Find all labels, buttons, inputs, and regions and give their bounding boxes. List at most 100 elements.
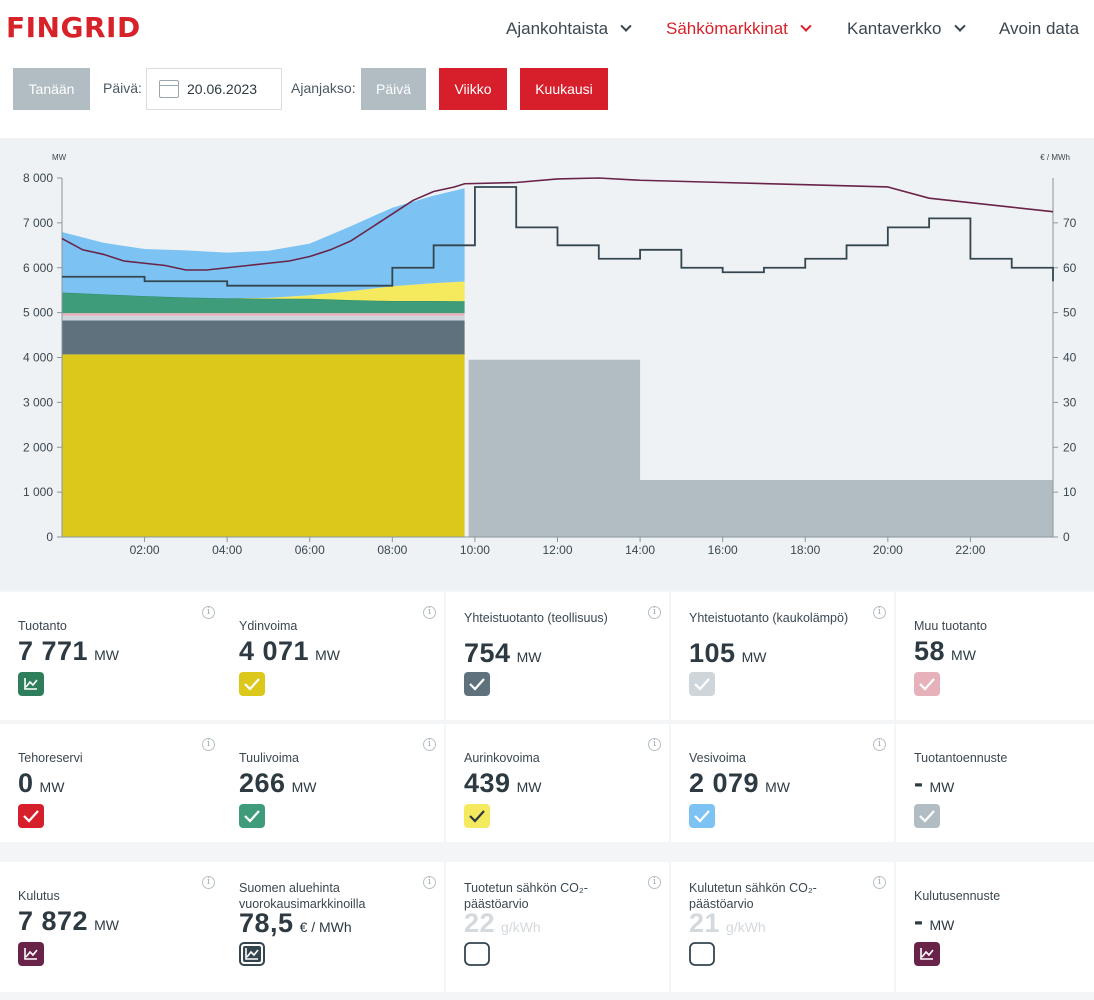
nav-avoin-data[interactable]: Avoin data [999,19,1079,39]
metric-title: Vesivoima [689,751,746,765]
period-week-button[interactable]: Viikko [439,68,507,110]
metric-title: Tuotetun sähkön CO₂-päästöarvio [464,881,588,911]
fingrid-logo[interactable]: FINGRID [6,11,141,44]
y-tick-label: 3 000 [23,395,53,409]
metric-unit: MW [291,779,317,795]
calendar-icon [159,80,179,98]
metric-number: 58 [914,636,946,666]
check-icon[interactable] [914,804,940,828]
metric-title: Tuotanto [18,619,67,633]
metric-tile: Tuotetun sähkön CO₂-päästöarvio i 22 g/kWh [446,862,669,992]
nav-ajankohtaista[interactable]: Ajankohtaista [506,19,632,39]
metric-value: 105 MW [689,638,766,669]
check-icon[interactable] [239,672,265,696]
empty-checkbox-icon[interactable] [464,942,490,966]
info-icon[interactable]: i [202,606,215,619]
metric-title: Kulutus [18,889,60,903]
chart-icon[interactable] [239,942,265,966]
nav-sahkomarkkinat[interactable]: Sähkömarkkinat [666,19,812,39]
metric-title: Muu tuotanto [914,619,987,633]
nav-label: Avoin data [999,19,1080,38]
check-icon[interactable] [239,804,265,828]
metric-tile: Suomen aluehinta vuorokausimarkkinoilla i… [221,862,444,992]
info-icon[interactable]: i [648,606,661,619]
metric-tile: Kulutusennustei-MW [896,862,1094,992]
metric-value: 7 771 MW [18,636,119,667]
x-tick-label: 04:00 [212,543,242,557]
metric-title: Suomen aluehinta vuorokausimarkkinoilla [239,881,366,911]
y2-tick-label: 50 [1063,306,1077,320]
metric-title: Tuotantoennuste [914,751,1008,765]
metric-number: 7 771 [18,636,89,666]
period-month-button[interactable]: Kuukausi [520,68,608,110]
metric-unit: MW [94,917,119,933]
metric-number: 105 [689,638,736,668]
chevron-down-icon [800,20,812,32]
consumption-forecast-area [468,359,1053,537]
metric-value: 7 872 MW [18,906,119,937]
metric-tile: Kulutus i 7 872 MW [0,862,223,992]
info-icon[interactable]: i [873,876,886,889]
info-icon[interactable]: i [423,606,436,619]
check-icon[interactable] [464,672,490,696]
info-icon[interactable]: i [873,606,886,619]
x-tick-label: 10:00 [460,543,490,557]
nav-kantaverkko[interactable]: Kantaverkko [847,19,966,39]
x-tick-label: 14:00 [625,543,655,557]
consumption-line [61,177,1054,271]
y2-tick-label: 0 [1063,530,1070,544]
metric-value: 21 g/kWh [689,908,766,939]
metric-tile: Aurinkovoima i 439 MW [446,724,669,842]
info-icon[interactable]: i [423,876,436,889]
metric-value: 0 MW [18,768,64,799]
check-icon[interactable] [689,804,715,828]
y2-tick-label: 10 [1063,485,1077,499]
check-icon[interactable] [464,804,490,828]
area-hydro [62,188,465,299]
metric-title: Ydinvoima [239,619,298,633]
info-icon[interactable]: i [648,738,661,751]
y2-tick-label: 70 [1063,216,1077,230]
date-value: 20.06.2023 [187,81,258,97]
info-icon[interactable]: i [423,738,436,751]
metric-tile: Yhteistuotanto (kaukolämpö) i 105 MW [671,592,894,720]
metric-value: 58 MW [914,636,976,667]
metric-value: 2 079 MW [689,768,790,799]
info-icon[interactable]: i [648,876,661,889]
chart-icon[interactable] [914,942,940,966]
period-day-button[interactable]: Päivä [361,68,426,110]
y2-tick-label: 60 [1063,261,1077,275]
date-picker[interactable]: 20.06.2023 [146,68,282,110]
today-button[interactable]: Tanään [13,68,90,110]
x-tick-label: 16:00 [708,543,738,557]
x-tick-label: 22:00 [955,543,985,557]
area-nuclear [62,354,465,537]
metric-title: Yhteistuotanto (teollisuus) [464,611,608,625]
metric-unit: MW [929,779,955,795]
y-tick-label: 2 000 [23,440,53,454]
info-icon[interactable]: i [202,876,215,889]
metric-title: Yhteistuotanto (kaukolämpö) [689,611,849,625]
chevron-down-icon [953,20,966,32]
empty-checkbox-icon[interactable] [689,942,715,966]
nav-label: Sähkömarkkinat [666,19,788,38]
metric-number: 754 [464,638,511,668]
y-tick-label: 1 000 [23,485,53,499]
chart-icon[interactable] [18,942,44,966]
chart-icon[interactable] [18,672,44,696]
y2-tick-label: 40 [1063,351,1077,365]
power-chart[interactable]: 0 1 000 2 000 3 000 4 000 5 000 6 000 7 000 8 00… [0,138,1094,590]
check-icon[interactable] [18,804,44,828]
metric-tile: Tuotantoennustei-MW [896,724,1094,842]
y-tick-label: 4 000 [23,351,53,365]
metric-number: 439 [464,768,511,798]
info-icon[interactable]: i [202,738,215,751]
power-chart-panel: 0 1 000 2 000 3 000 4 000 5 000 6 000 7 000 8 00… [0,138,1094,590]
right-axis-unit: € / MWh [1040,153,1070,162]
info-icon[interactable]: i [873,738,886,751]
metric-unit: MW [516,649,542,665]
metric-number: 21 [689,908,721,938]
metric-unit: MW [315,647,340,663]
check-icon[interactable] [689,672,715,696]
check-icon[interactable] [914,672,940,696]
